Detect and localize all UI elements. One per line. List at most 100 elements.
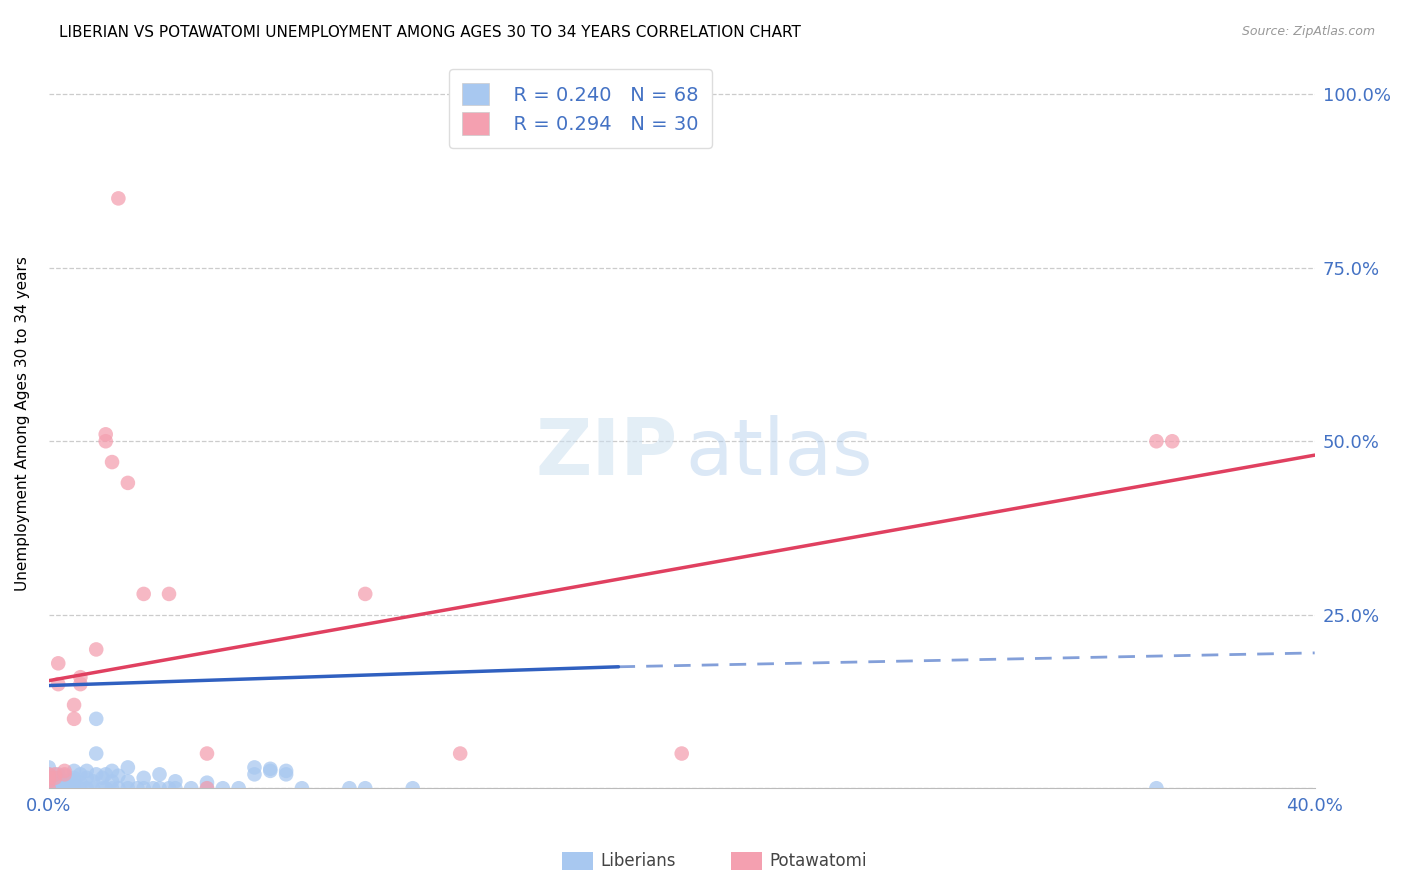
Point [101, 781, 124, 796]
Point [56, 781, 79, 796]
Text: LIBERIAN VS POTAWATOMI UNEMPLOYMENT AMONG AGES 30 TO 34 YEARS CORRELATION CHART: LIBERIAN VS POTAWATOMI UNEMPLOYMENT AMON… [59, 25, 801, 40]
Point [69, 775, 91, 789]
Point [94, 427, 117, 442]
Point [148, 781, 170, 796]
Point [53, 767, 76, 781]
Point [132, 771, 155, 785]
Point [46, 767, 69, 781]
Point [38, 774, 60, 789]
Point [402, 781, 425, 796]
Point [117, 760, 139, 774]
Point [69, 670, 91, 684]
Point [76, 781, 98, 796]
Point [38, 771, 60, 785]
Point [53, 764, 76, 778]
Point [354, 781, 377, 796]
Point [671, 747, 693, 761]
Point [127, 781, 149, 796]
Point [291, 781, 314, 796]
Y-axis label: Unemployment Among Ages 30 to 34 years: Unemployment Among Ages 30 to 34 years [15, 257, 30, 591]
Point [165, 781, 187, 796]
Point [59, 781, 82, 796]
Point [44, 781, 66, 796]
Point [117, 781, 139, 796]
Point [63, 698, 86, 712]
Text: Source: ZipAtlas.com: Source: ZipAtlas.com [1241, 25, 1375, 38]
Point [195, 775, 218, 789]
Point [51, 781, 73, 796]
Point [259, 764, 281, 778]
Point [117, 774, 139, 789]
Point [101, 764, 124, 778]
Point [53, 781, 76, 796]
Text: Potawatomi: Potawatomi [769, 852, 866, 870]
Point [38, 767, 60, 781]
Point [165, 774, 187, 789]
Text: atlas: atlas [686, 415, 873, 491]
Point [38, 781, 60, 796]
Point [91, 771, 114, 785]
Point [53, 778, 76, 792]
Point [84, 642, 107, 657]
Point [117, 475, 139, 490]
Point [228, 781, 250, 796]
Point [44, 767, 66, 781]
Text: Liberians: Liberians [600, 852, 676, 870]
Point [101, 455, 124, 469]
Point [354, 587, 377, 601]
Point [94, 767, 117, 781]
Point [38, 774, 60, 789]
Point [259, 762, 281, 776]
Point [69, 781, 91, 796]
Point [51, 774, 73, 789]
Point [148, 767, 170, 781]
Point [157, 587, 180, 601]
Point [63, 778, 86, 792]
Point [82, 781, 104, 796]
Text: ZIP: ZIP [536, 415, 678, 491]
Point [195, 781, 218, 796]
Point [132, 587, 155, 601]
Point [63, 764, 86, 778]
Point [132, 781, 155, 796]
Point [46, 677, 69, 691]
Point [63, 781, 86, 796]
Point [274, 767, 297, 781]
Point [38, 760, 60, 774]
Point [243, 760, 266, 774]
Point [107, 781, 129, 796]
Point [53, 769, 76, 783]
Point [76, 764, 98, 778]
Point [94, 434, 117, 449]
Point [195, 781, 218, 796]
Legend:   R = 0.240   N = 68,   R = 0.294   N = 30: R = 0.240 N = 68, R = 0.294 N = 30 [449, 70, 713, 148]
Point [82, 774, 104, 789]
Point [56, 775, 79, 789]
Point [107, 191, 129, 205]
Point [211, 781, 233, 796]
Point [44, 771, 66, 785]
Point [449, 747, 471, 761]
Point [84, 712, 107, 726]
Point [195, 747, 218, 761]
Point [180, 781, 202, 796]
Point [243, 767, 266, 781]
Point [157, 781, 180, 796]
Point [142, 781, 165, 796]
Point [107, 769, 129, 783]
Point [76, 771, 98, 785]
Point [1161, 434, 1184, 449]
Point [101, 774, 124, 789]
Point [38, 767, 60, 781]
Point [63, 712, 86, 726]
Point [59, 772, 82, 787]
Point [69, 767, 91, 781]
Point [46, 771, 69, 785]
Point [274, 764, 297, 778]
Point [91, 781, 114, 796]
Point [63, 771, 86, 785]
Point [94, 781, 117, 796]
Point [46, 657, 69, 671]
Point [69, 677, 91, 691]
Point [1144, 781, 1167, 796]
